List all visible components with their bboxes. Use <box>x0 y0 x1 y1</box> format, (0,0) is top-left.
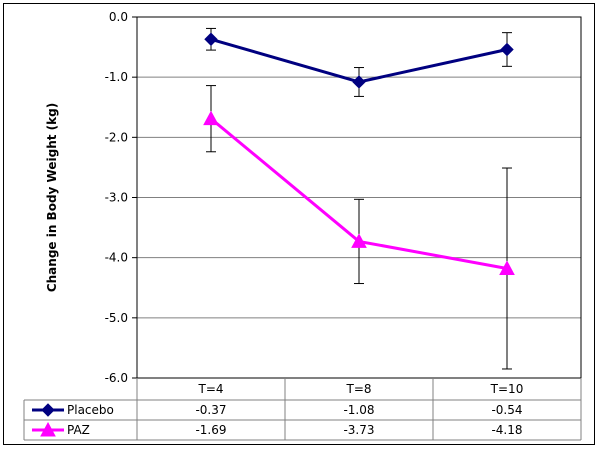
x-tick-label: T=10 <box>490 382 524 396</box>
table-cell: -4.18 <box>491 423 522 437</box>
y-tick-label: -4.0 <box>105 251 128 265</box>
table-cell: -0.54 <box>491 403 522 417</box>
data-point <box>351 233 367 248</box>
legend-marker <box>40 421 56 437</box>
y-tick-label: -3.0 <box>105 191 128 205</box>
legend-label: Placebo <box>67 403 114 417</box>
y-tick-label: -5.0 <box>105 311 128 325</box>
table-cell: -1.69 <box>195 423 226 437</box>
y-tick-label: -6.0 <box>105 371 128 385</box>
y-tick-label: -1.0 <box>105 70 128 84</box>
y-axis: 0.0 -1.0 -2.0 -3.0 -4.0 -5.0 -6.0 <box>105 10 138 385</box>
x-tick-label: T=8 <box>345 382 371 396</box>
y-tick-label: -2.0 <box>105 130 128 144</box>
legend-marker <box>41 403 55 417</box>
chart-frame <box>3 3 595 445</box>
legend-label: PAZ <box>67 423 90 437</box>
x-tick-label: T=4 <box>197 382 223 396</box>
y-tick-label: 0.0 <box>109 10 128 24</box>
table-cell: -3.73 <box>343 423 374 437</box>
data-point <box>500 42 514 57</box>
y-axis-label: Change in Body Weight (kg) <box>45 103 59 292</box>
data-point <box>204 32 218 46</box>
data-table: T=4 T=8 T=10 Placebo -0.37 -1.08 -0.54 PAZ -1.69… <box>23 378 582 441</box>
data-point <box>352 75 366 89</box>
data-point <box>203 110 219 126</box>
table-cell: -0.37 <box>195 403 226 417</box>
series-markers <box>203 32 515 275</box>
data-point <box>499 260 515 275</box>
table-cell: -1.08 <box>343 403 374 417</box>
